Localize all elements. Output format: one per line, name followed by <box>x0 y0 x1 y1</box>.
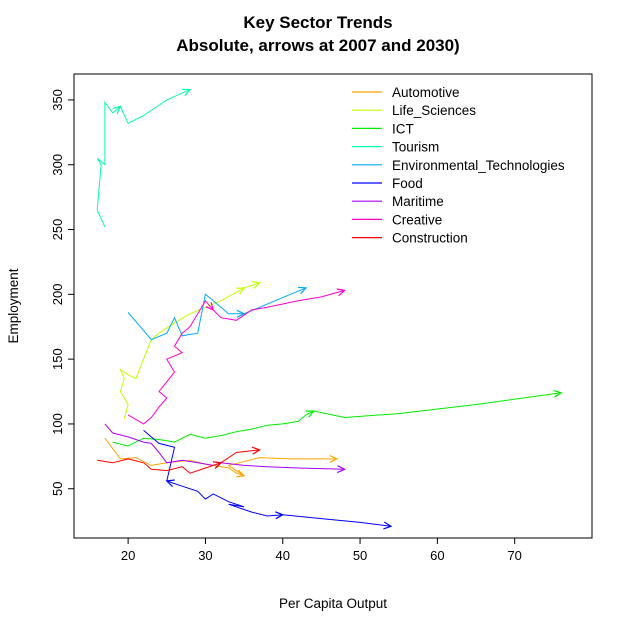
chart-title: Key Sector Trends <box>243 13 392 32</box>
legend-label: Construction <box>392 231 468 246</box>
arrow-head <box>181 88 192 97</box>
arrow-head <box>329 454 339 463</box>
series-creative <box>127 288 346 425</box>
series-environmental-technologies <box>127 286 308 341</box>
x-tick-label: 40 <box>276 548 290 563</box>
x-tick-label: 50 <box>353 548 367 563</box>
x-axis: 20 30 40 50 60 70 <box>121 538 522 563</box>
legend-label: ICT <box>392 121 414 136</box>
x-axis-label: Per Capita Output <box>279 596 387 611</box>
legend: Automotive Life_Sciences ICT Tourism Environ… <box>352 85 565 246</box>
legend-item: Environmental_Technologies <box>352 158 565 173</box>
arrow-head <box>553 389 563 398</box>
plot-frame <box>73 73 593 539</box>
y-axis: 50 100 150 200 250 300 350 <box>50 89 74 496</box>
arrow-head <box>236 469 246 478</box>
series-life-sciences <box>119 281 261 419</box>
arrow-head <box>251 446 261 455</box>
arrow-head <box>205 301 215 311</box>
series-line <box>97 449 260 474</box>
arrow-head <box>383 521 393 530</box>
legend-item: ICT <box>352 121 414 136</box>
series-construction <box>97 446 261 474</box>
legend-item: Life_Sciences <box>352 103 476 118</box>
legend-item: Food <box>352 176 423 191</box>
legend-label: Food <box>392 176 423 191</box>
legend-item: Tourism <box>352 140 439 155</box>
arrow-head <box>212 461 223 469</box>
y-tick-label: 50 <box>50 482 65 496</box>
legend-label: Environmental_Technologies <box>392 158 565 173</box>
series-automotive <box>104 437 339 478</box>
legend-label: Automotive <box>392 85 460 100</box>
chart-subtitle: Absolute, arrows at 2007 and 2030) <box>176 36 459 55</box>
legend-item: Construction <box>352 231 468 246</box>
x-tick-label: 30 <box>198 548 212 563</box>
legend-label: Tourism <box>392 140 439 155</box>
x-tick-label: 70 <box>507 548 521 563</box>
y-tick-label: 150 <box>50 348 65 370</box>
legend-label: Maritime <box>392 194 444 209</box>
arrow-head <box>305 410 315 418</box>
y-tick-label: 100 <box>50 413 65 435</box>
arrow-head <box>275 511 285 520</box>
series-line <box>127 289 345 425</box>
series-line <box>112 392 562 447</box>
arrow-head <box>297 286 308 295</box>
arrow-head <box>165 479 175 488</box>
y-axis-label: Employment <box>6 268 21 343</box>
y-tick-label: 250 <box>50 219 65 241</box>
legend-label: Creative <box>392 212 442 227</box>
arrow-head <box>112 105 122 114</box>
arrow-head <box>236 309 246 318</box>
y-tick-label: 300 <box>50 154 65 176</box>
series-line <box>96 89 191 228</box>
series-line <box>143 430 392 527</box>
series-maritime <box>104 423 346 474</box>
y-tick-label: 350 <box>50 89 65 111</box>
arrow-head <box>336 288 346 297</box>
legend-label: Life_Sciences <box>392 103 476 118</box>
series-tourism <box>96 88 192 228</box>
legend-item: Maritime <box>352 194 444 209</box>
series-layer <box>96 88 563 530</box>
arrow-head <box>251 281 261 289</box>
y-tick-label: 200 <box>50 283 65 305</box>
series-ict <box>112 389 563 447</box>
series-food <box>143 430 393 530</box>
legend-item: Creative <box>352 212 442 227</box>
series-line <box>104 423 345 470</box>
series-line <box>119 282 260 419</box>
arrow-head <box>337 465 346 474</box>
x-tick-label: 60 <box>430 548 444 563</box>
legend-item: Automotive <box>352 85 460 100</box>
x-tick-label: 20 <box>121 548 135 563</box>
series-line <box>127 287 307 341</box>
arrow-head <box>236 287 246 295</box>
series-line <box>104 437 337 477</box>
